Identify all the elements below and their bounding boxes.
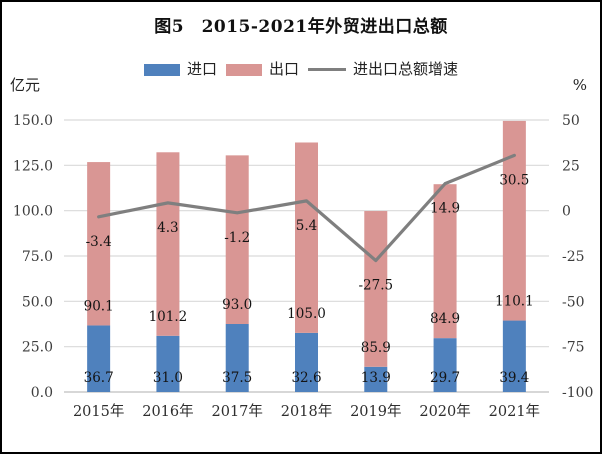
growth-line-icon <box>308 68 346 71</box>
svg-text:84.9: 84.9 <box>430 311 460 327</box>
svg-text:-50: -50 <box>562 294 585 310</box>
svg-text:-1.2: -1.2 <box>224 230 250 246</box>
svg-text:-75: -75 <box>562 340 585 356</box>
svg-text:0: 0 <box>562 204 571 220</box>
svg-text:90.1: 90.1 <box>84 298 114 314</box>
svg-text:-3.4: -3.4 <box>86 234 112 250</box>
svg-text:25: 25 <box>562 158 580 174</box>
legend-item-export: 出口 <box>225 60 299 78</box>
svg-text:125.0: 125.0 <box>13 158 53 174</box>
chart-legend: 进口 出口 进出口总额增速 <box>2 62 600 77</box>
legend-label-import: 进口 <box>186 60 217 78</box>
svg-text:13.9: 13.9 <box>361 370 391 386</box>
left-axis-unit: 亿元 <box>10 76 41 94</box>
svg-text:2015年: 2015年 <box>73 403 124 420</box>
svg-text:30.5: 30.5 <box>499 172 529 188</box>
legend-label-export: 出口 <box>268 60 299 78</box>
svg-text:14.9: 14.9 <box>430 201 460 217</box>
svg-text:50.0: 50.0 <box>22 294 53 310</box>
svg-text:0.0: 0.0 <box>31 385 53 401</box>
legend-item-import: 进口 <box>143 60 217 78</box>
svg-text:36.7: 36.7 <box>84 370 114 386</box>
svg-text:32.6: 32.6 <box>291 370 321 386</box>
svg-text:4.3: 4.3 <box>157 220 178 236</box>
right-axis-unit: % <box>572 76 587 94</box>
svg-text:37.5: 37.5 <box>222 370 252 386</box>
svg-text:2021年: 2021年 <box>489 403 540 420</box>
svg-text:2019年: 2019年 <box>350 403 401 420</box>
legend-item-growth: 进出口总额增速 <box>308 62 458 77</box>
svg-text:2020年: 2020年 <box>419 403 470 420</box>
svg-text:101.2: 101.2 <box>149 309 188 325</box>
svg-text:-25: -25 <box>562 249 585 265</box>
legend-label-growth: 进出口总额增速 <box>353 60 459 78</box>
svg-text:29.7: 29.7 <box>430 370 460 386</box>
svg-text:5.4: 5.4 <box>296 218 317 234</box>
svg-text:105.0: 105.0 <box>287 306 326 322</box>
chart-title: 图5 2015-2021年外贸进出口总额 <box>154 17 448 37</box>
svg-text:50: 50 <box>562 113 580 129</box>
svg-text:2018年: 2018年 <box>281 403 332 420</box>
svg-text:31.0: 31.0 <box>153 370 183 386</box>
svg-text:85.9: 85.9 <box>361 340 391 356</box>
svg-text:39.4: 39.4 <box>499 370 529 386</box>
svg-text:110.1: 110.1 <box>495 294 534 310</box>
svg-text:2017年: 2017年 <box>212 403 263 420</box>
import-swatch-icon <box>143 63 180 76</box>
svg-text:150.0: 150.0 <box>13 113 53 129</box>
svg-text:2016年: 2016年 <box>142 403 193 420</box>
svg-text:-100: -100 <box>562 385 593 401</box>
svg-text:-27.5: -27.5 <box>358 278 393 294</box>
svg-text:100.0: 100.0 <box>13 204 53 220</box>
svg-text:93.0: 93.0 <box>222 297 252 313</box>
svg-text:75.0: 75.0 <box>22 249 53 265</box>
svg-text:25.0: 25.0 <box>22 340 53 356</box>
export-swatch-icon <box>225 63 262 76</box>
